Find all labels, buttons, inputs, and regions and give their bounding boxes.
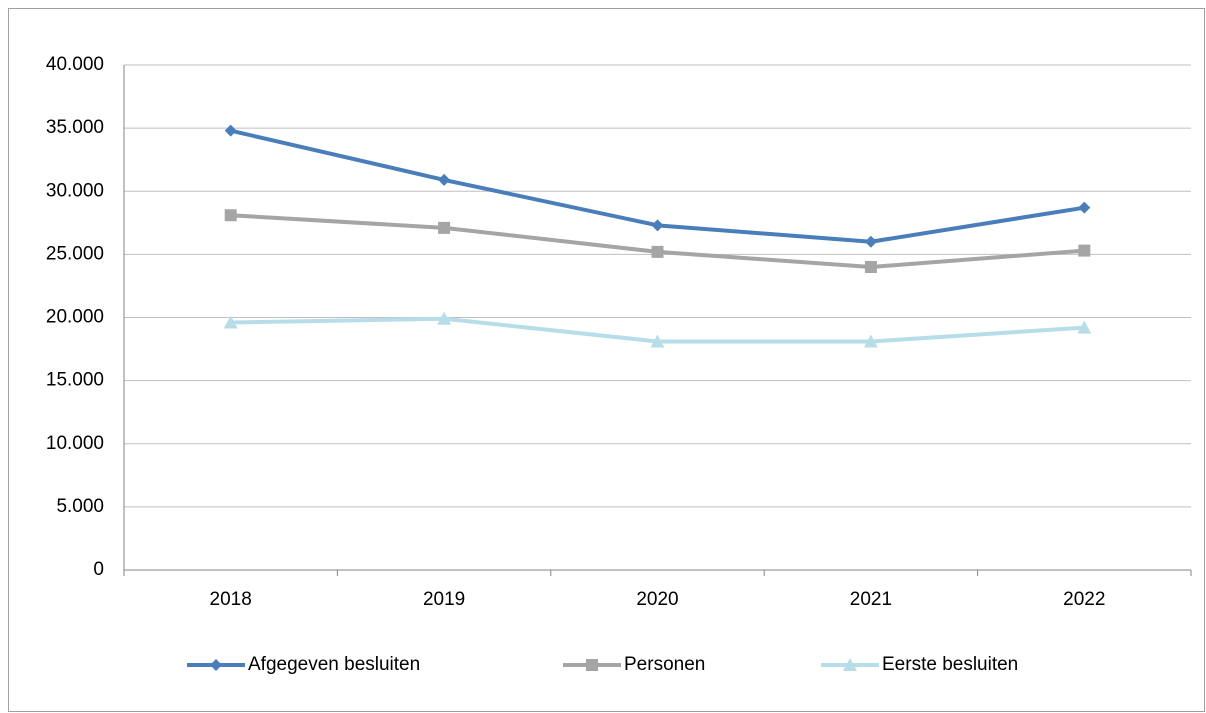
- data-point: [863, 334, 878, 348]
- legend-marker: [210, 659, 222, 671]
- y-tick-label: 10.000: [46, 433, 104, 454]
- data-point: [438, 173, 451, 186]
- data-point: [864, 235, 877, 248]
- x-tick-label: 2022: [1063, 589, 1105, 610]
- data-point: [437, 311, 452, 325]
- data-point: [1077, 320, 1092, 334]
- y-tick-label: 35.000: [46, 117, 104, 138]
- x-tick-label: 2020: [636, 589, 678, 610]
- data-point: [1078, 244, 1091, 257]
- y-tick-label: 5.000: [56, 496, 104, 517]
- legend-marker: [586, 659, 598, 671]
- y-tick-label: 15.000: [46, 370, 104, 391]
- legend-label: Afgegeven besluiten: [248, 654, 420, 675]
- y-tick-label: 0: [93, 559, 104, 580]
- x-tick-label: 2021: [850, 589, 892, 610]
- data-point: [651, 219, 664, 232]
- chart-border: [8, 8, 1205, 712]
- y-tick-label: 40.000: [46, 54, 104, 75]
- legend-label: Personen: [624, 654, 705, 675]
- legend-label: Eerste besluiten: [882, 654, 1018, 675]
- data-point: [223, 315, 238, 329]
- data-point: [650, 334, 665, 348]
- data-point: [651, 245, 664, 258]
- x-tick-label: 2019: [423, 589, 465, 610]
- y-tick-label: 20.000: [46, 307, 104, 328]
- data-point: [224, 209, 237, 222]
- y-tick-label: 30.000: [46, 180, 104, 201]
- data-point: [224, 124, 237, 137]
- data-point: [438, 221, 451, 234]
- legend-marker: [843, 658, 857, 671]
- data-point: [864, 261, 877, 273]
- data-point: [1078, 201, 1091, 214]
- y-tick-label: 25.000: [46, 243, 104, 264]
- x-tick-label: 2018: [210, 589, 252, 610]
